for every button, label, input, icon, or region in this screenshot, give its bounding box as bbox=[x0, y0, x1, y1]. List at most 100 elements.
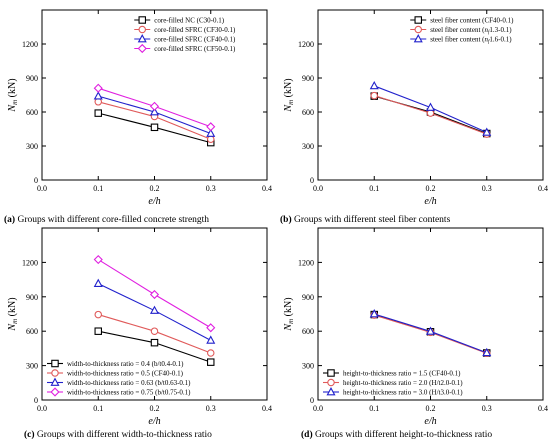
y-tick-label: 900 bbox=[302, 293, 314, 302]
x-tick-label: 0.4 bbox=[538, 404, 548, 413]
legend-marker bbox=[137, 34, 147, 43]
legend-entry: width-to-thickness ratio = 0.4 (b/t0.4-0… bbox=[67, 360, 184, 368]
data-point bbox=[149, 101, 160, 111]
x-tick-label: 0.0 bbox=[37, 184, 47, 193]
legend: steel fiber content (CF40-0.1)steel fibe… bbox=[410, 16, 514, 46]
x-tick-label: 0.4 bbox=[262, 404, 272, 413]
legend-entry: core-filled SFRC (CF40-0.1) bbox=[154, 36, 236, 44]
data-point bbox=[425, 102, 436, 111]
data-point bbox=[149, 305, 160, 314]
x-tick-label: 0.3 bbox=[482, 184, 492, 193]
series-3 bbox=[93, 278, 216, 344]
data-point bbox=[370, 91, 378, 100]
y-axis-label: Nm (kN) bbox=[283, 297, 295, 331]
y-tick-label: 900 bbox=[26, 293, 38, 302]
y-tick-label: 0 bbox=[310, 396, 314, 405]
legend-entry: steel fiber content (nf1.6-0.1) bbox=[430, 36, 512, 46]
x-tick-label: 0.1 bbox=[93, 404, 103, 413]
legend-entry: steel fiber content (nf1.3-0.1) bbox=[430, 26, 512, 36]
series-2 bbox=[370, 91, 491, 138]
y-tick-label: 1200 bbox=[22, 40, 38, 49]
legend: core-filled NC (C30-0.1) core-filled SFRC… bbox=[134, 16, 236, 54]
y-axis-label: Nm (kN) bbox=[7, 297, 19, 331]
legend-entry: steel fiber content (CF40-0.1) bbox=[430, 17, 514, 25]
chart-panel-b: 0.0 0.1 0.2 0.3 0.4 0 300 600 900 1200 e/h Nm (kN) s… bbox=[280, 9, 548, 225]
y-tick-label: 1200 bbox=[22, 258, 38, 267]
data-point bbox=[93, 91, 103, 100]
legend-entry: core-filled NC (C30-0.1) bbox=[154, 17, 224, 25]
y-tick-label: 900 bbox=[26, 74, 38, 83]
y-tick-label: 300 bbox=[302, 142, 314, 151]
series-2 bbox=[94, 310, 215, 357]
legend-marker bbox=[414, 16, 422, 24]
legend-marker bbox=[413, 34, 423, 43]
x-tick-label: 0.2 bbox=[426, 404, 436, 413]
data-point bbox=[207, 358, 215, 366]
data-point bbox=[206, 122, 216, 132]
legend-marker bbox=[327, 369, 335, 377]
data-point bbox=[150, 327, 159, 335]
x-tick-label: 0.1 bbox=[369, 184, 379, 193]
series-1 bbox=[94, 327, 215, 366]
x-tick-label: 0.2 bbox=[150, 404, 160, 413]
data-point bbox=[150, 338, 159, 347]
x-tick-label: 0.2 bbox=[150, 184, 160, 193]
data-point bbox=[150, 123, 159, 132]
legend-entry: width-to-thickness ratio = 0.63 (b/t0.63… bbox=[67, 379, 191, 387]
x-axis-label: e/h bbox=[148, 416, 160, 427]
legend: width-to-thickness ratio = 0.4 (b/t0.4-0… bbox=[47, 359, 191, 397]
legend-marker bbox=[327, 378, 335, 387]
y-tick-label: 1200 bbox=[298, 40, 314, 49]
legend-marker bbox=[50, 387, 60, 397]
data-point bbox=[93, 254, 103, 265]
y-tick-label: 300 bbox=[26, 362, 38, 371]
x-tick-label: 0.1 bbox=[93, 184, 103, 193]
data-point bbox=[93, 278, 103, 287]
panel-caption: (d) Groups with different height-to-thic… bbox=[301, 429, 492, 440]
x-tick-label: 0.0 bbox=[313, 184, 323, 193]
legend-marker bbox=[138, 16, 147, 24]
data-point bbox=[94, 109, 103, 117]
legend-marker bbox=[138, 25, 147, 34]
data-point bbox=[206, 128, 216, 137]
panel-caption: (b) Groups with different steel fiber co… bbox=[280, 214, 451, 225]
data-point bbox=[369, 80, 379, 90]
data-point bbox=[94, 327, 103, 335]
data-point bbox=[482, 127, 492, 136]
y-tick-label: 600 bbox=[26, 108, 38, 117]
data-point bbox=[482, 347, 492, 357]
x-tick-label: 0.4 bbox=[538, 184, 548, 193]
x-tick-label: 0.1 bbox=[369, 404, 379, 413]
series-3 bbox=[369, 309, 492, 357]
legend-marker bbox=[326, 387, 336, 396]
legend-entry: width-to-thickness ratio = 0.5 (CF40-0.1… bbox=[67, 370, 184, 378]
y-tick-label: 1200 bbox=[298, 258, 314, 267]
data-point bbox=[149, 289, 160, 300]
legend-entry: height-to-thickness ratio = 1.5 (CF40-0.… bbox=[343, 370, 461, 378]
data-point bbox=[369, 309, 379, 318]
legend-marker bbox=[51, 369, 59, 377]
x-axis-label: e/h bbox=[424, 416, 436, 427]
y-tick-label: 0 bbox=[34, 396, 38, 405]
y-tick-label: 300 bbox=[26, 142, 38, 151]
data-point bbox=[94, 98, 103, 106]
chart-panel-c: 0.0 0.1 0.2 0.3 0.4 0 300 600 900 1200 e/h Nm (kN) w… bbox=[7, 227, 272, 440]
y-tick-label: 600 bbox=[302, 327, 314, 336]
x-tick-label: 0.2 bbox=[426, 184, 436, 193]
series-3 bbox=[93, 91, 216, 137]
data-point bbox=[426, 109, 435, 117]
panel-caption: (a) Groups with different core-filled co… bbox=[4, 214, 209, 225]
y-axis-label: Nm (kN) bbox=[7, 78, 19, 112]
y-tick-label: 900 bbox=[302, 74, 314, 83]
legend: height-to-thickness ratio = 1.5 (CF40-0.… bbox=[323, 369, 463, 397]
series-4 bbox=[93, 254, 216, 333]
y-tick-label: 600 bbox=[26, 327, 38, 336]
legend-entry: core-filled SFRC (CF50-0.1) bbox=[154, 45, 236, 53]
data-point bbox=[207, 135, 215, 143]
x-axis-label: e/h bbox=[148, 196, 160, 207]
legend-marker bbox=[137, 43, 147, 54]
legend-marker bbox=[51, 359, 59, 368]
x-tick-label: 0.3 bbox=[482, 404, 492, 413]
y-tick-label: 0 bbox=[310, 176, 314, 185]
